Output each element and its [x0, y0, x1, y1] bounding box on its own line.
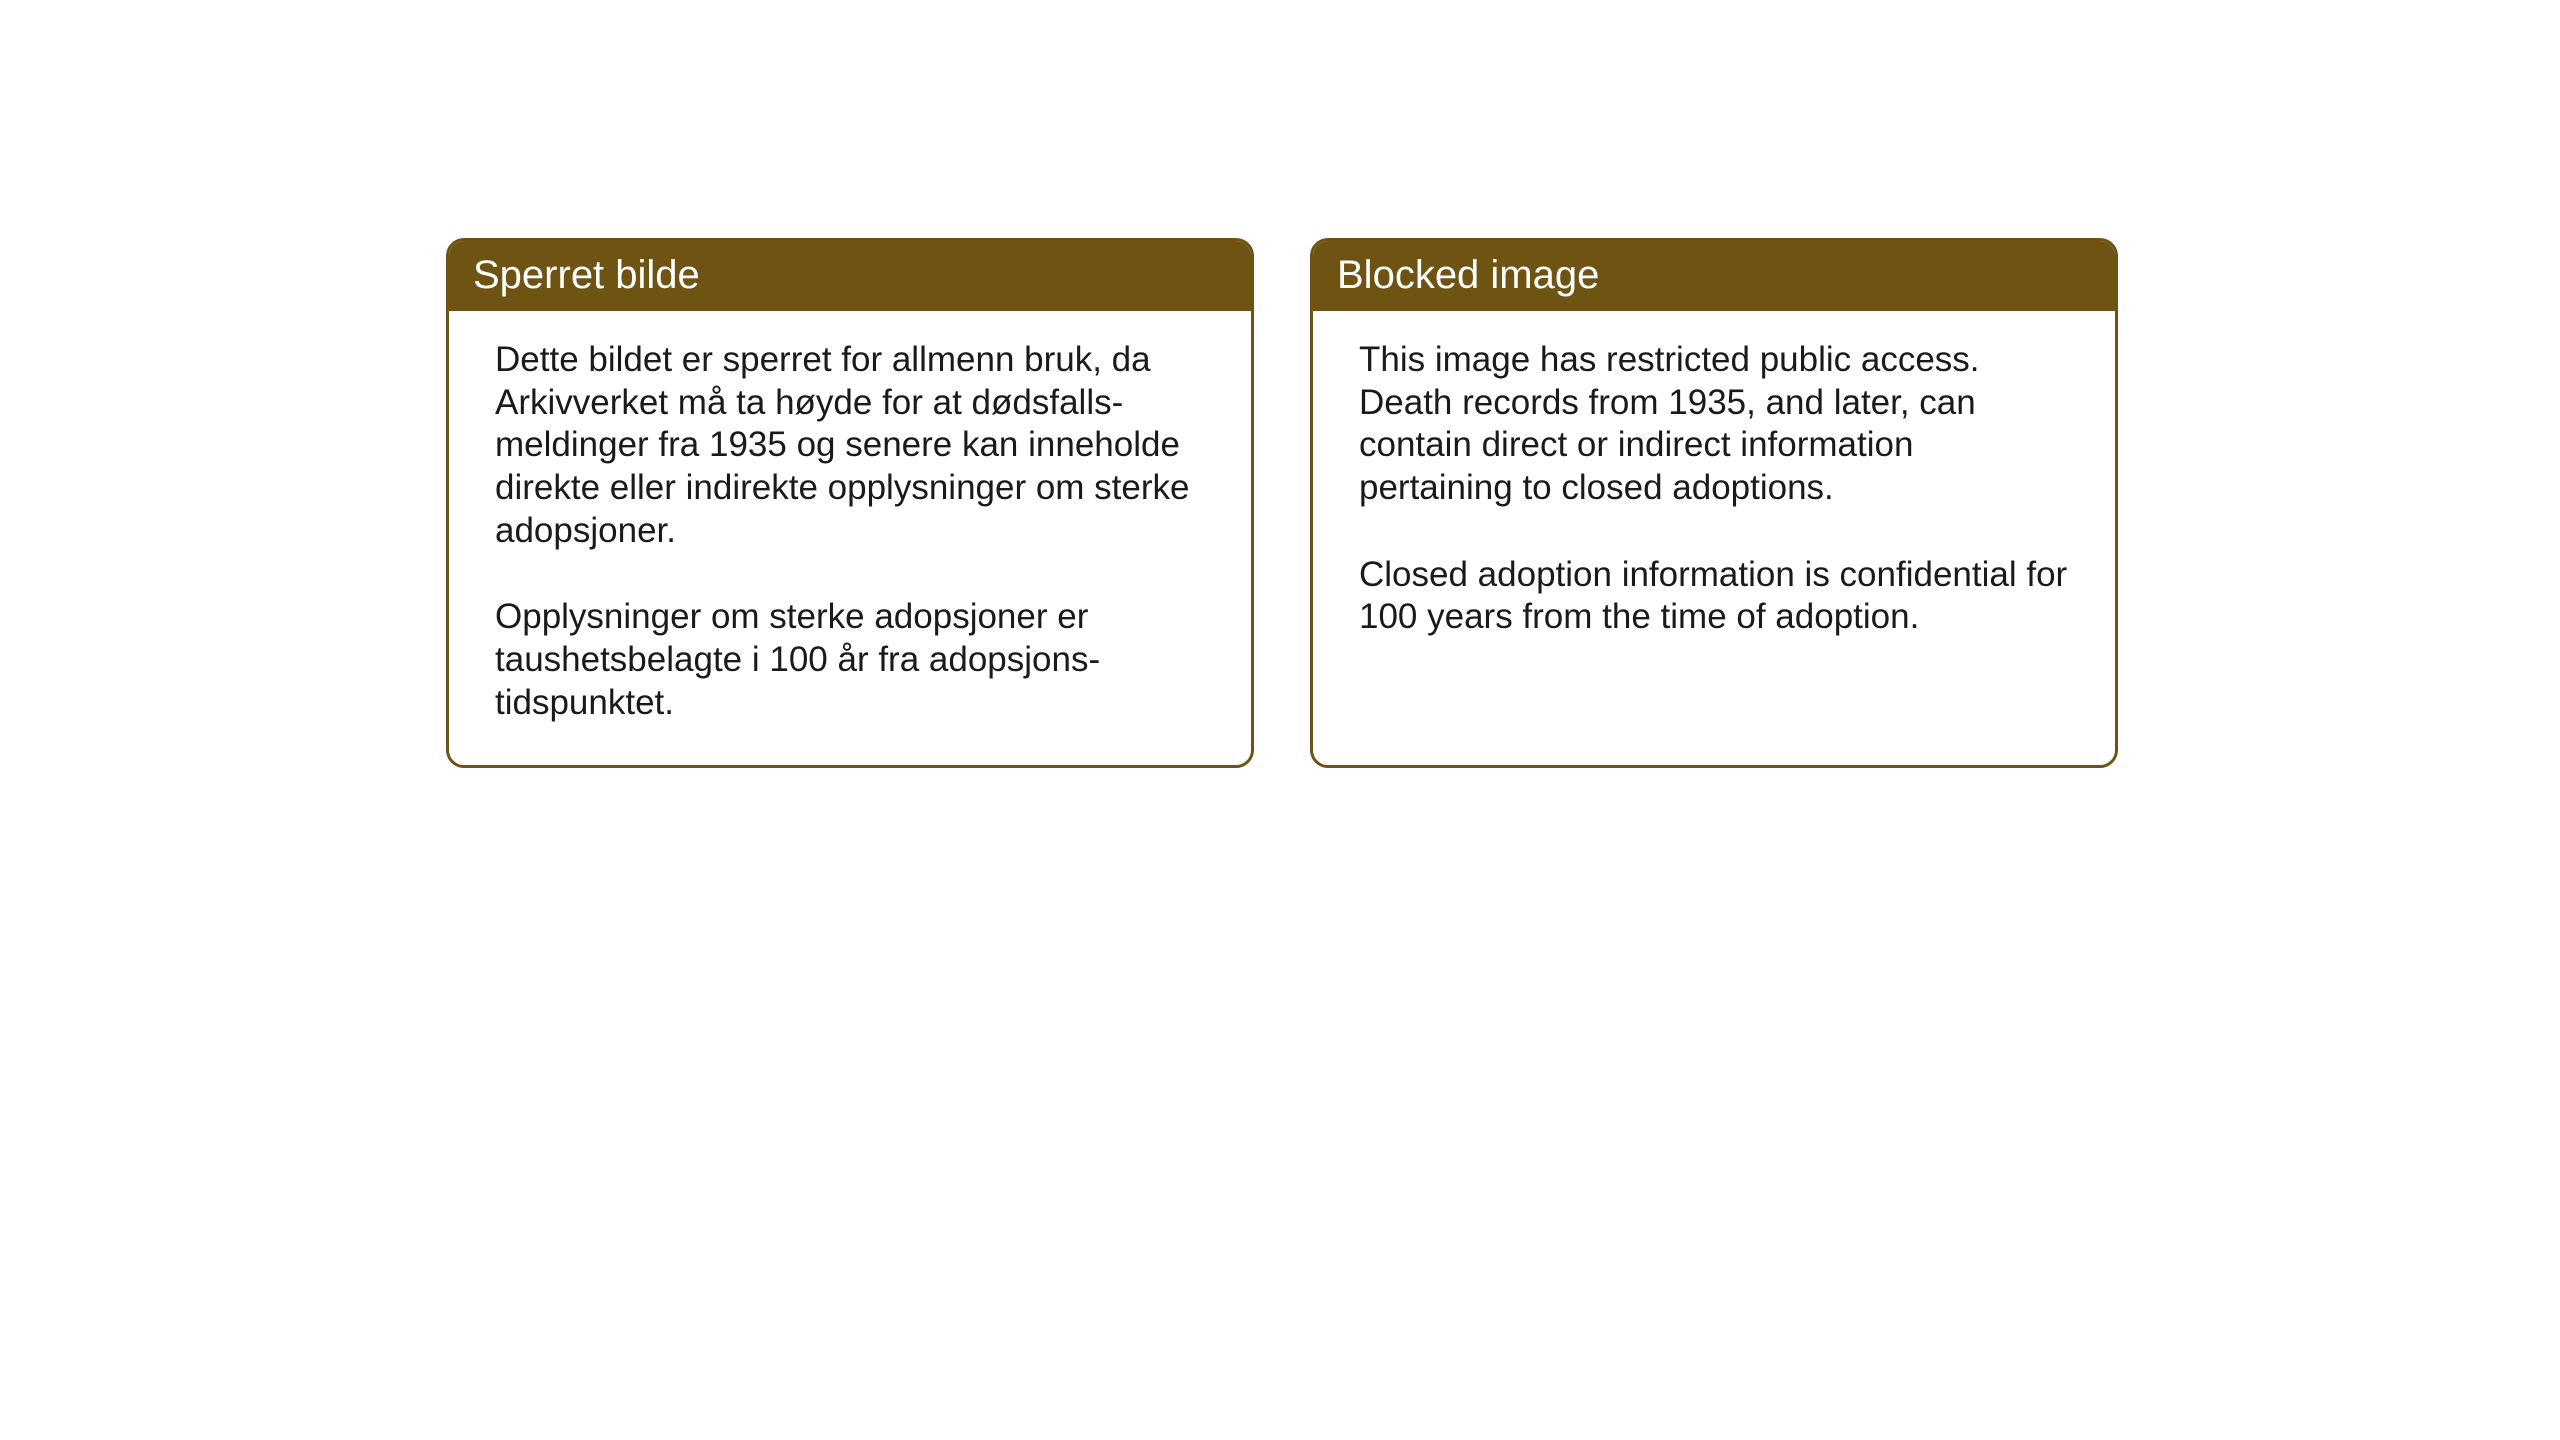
card-body-norwegian: Dette bildet er sperret for allmenn bruk…	[449, 311, 1251, 765]
card-p2-norwegian: Opplysninger om sterke adopsjoner er tau…	[495, 596, 1205, 724]
card-p2-english: Closed adoption information is confident…	[1359, 554, 2069, 639]
card-p1-norwegian: Dette bildet er sperret for allmenn bruk…	[495, 339, 1205, 552]
card-title-norwegian: Sperret bilde	[473, 253, 700, 297]
card-title-english: Blocked image	[1337, 253, 1599, 297]
card-header-english: Blocked image	[1313, 241, 2115, 311]
card-english: Blocked image This image has restricted …	[1310, 238, 2118, 768]
cards-container: Sperret bilde Dette bildet er sperret fo…	[446, 238, 2118, 768]
card-p1-english: This image has restricted public access.…	[1359, 339, 2069, 510]
card-header-norwegian: Sperret bilde	[449, 241, 1251, 311]
card-norwegian: Sperret bilde Dette bildet er sperret fo…	[446, 238, 1254, 768]
card-body-english: This image has restricted public access.…	[1313, 311, 2115, 679]
